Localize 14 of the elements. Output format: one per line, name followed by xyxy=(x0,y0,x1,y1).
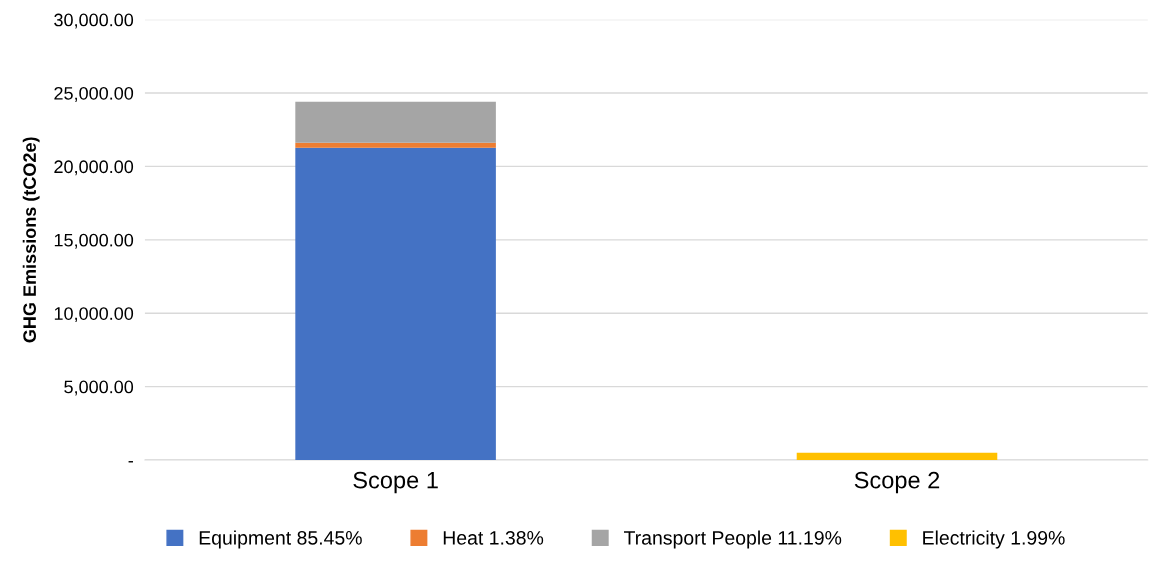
x-tick-label: Scope 1 xyxy=(353,471,438,494)
y-tick-label: 25,000.00 xyxy=(54,86,134,102)
y-tick-label: 5,000.00 xyxy=(64,380,134,396)
legend-label: Heat 1.38% xyxy=(443,530,544,545)
legend-label: Equipment 85.45% xyxy=(199,530,362,549)
legend-label: Transport People 11.19% xyxy=(624,530,842,549)
y-axis-title: GHG Emissions (tCO2e) xyxy=(22,137,40,343)
y-tick-label: 20,000.00 xyxy=(54,160,134,176)
y-tick-label: 30,000.00 xyxy=(54,13,134,29)
y-tick-label: 10,000.00 xyxy=(54,307,134,323)
y-tick-label: 15,000.00 xyxy=(54,233,134,249)
x-tick-label: Scope 2 xyxy=(854,471,940,494)
legend-label: Electricity 1.99% xyxy=(923,530,1065,549)
y-tick-label: - xyxy=(128,461,133,463)
